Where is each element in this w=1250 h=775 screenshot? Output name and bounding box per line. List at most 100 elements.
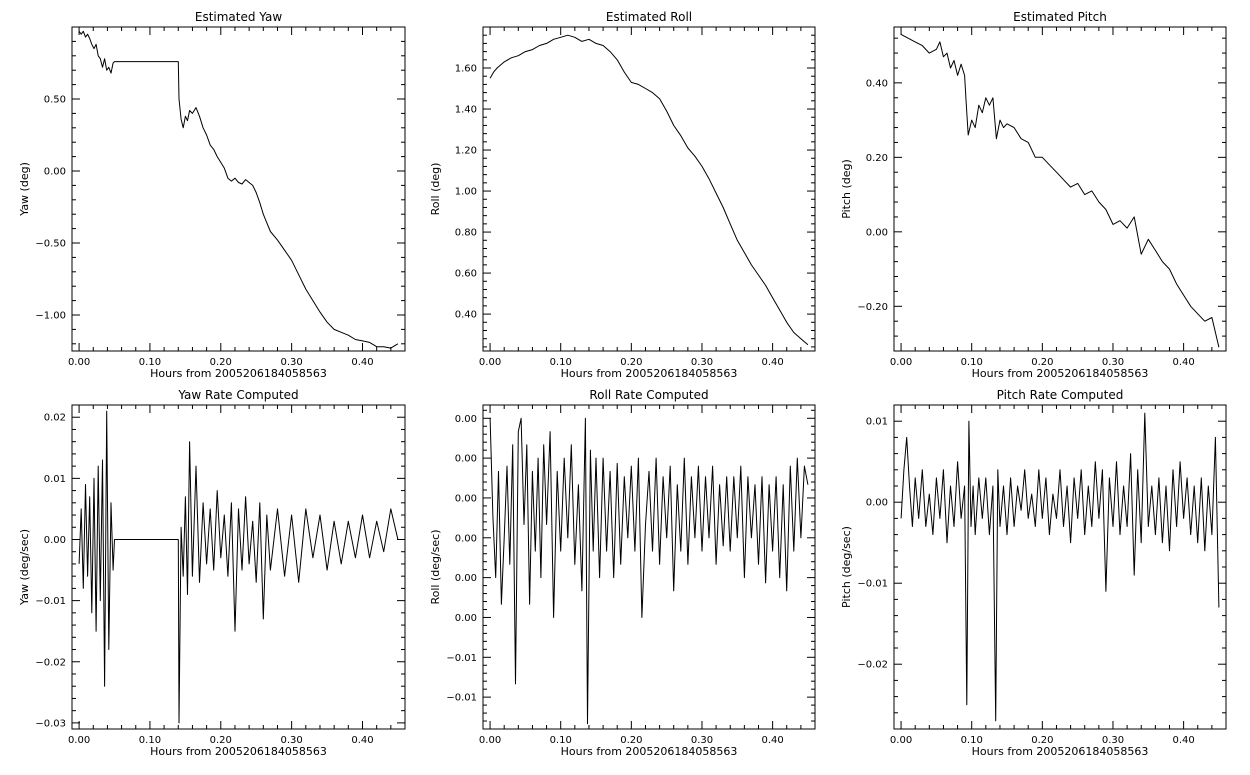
chart-title: Estimated Yaw [195,10,282,24]
y-tick-label: 0.40 [455,310,477,321]
x-tick-label: 0.10 [550,735,572,746]
x-tick-label: 0.40 [1172,357,1194,368]
x-axis-label: Hours from 2005206184058563 [972,745,1149,758]
x-axis-label: Hours from 2005206184058563 [561,367,738,380]
x-axis-label: Hours from 2005206184058563 [561,745,738,758]
x-tick-label: 0.20 [620,735,642,746]
x-tick-label: 0.30 [1102,357,1124,368]
x-tick-label: 0.00 [890,735,912,746]
x-tick-label: 0.00 [479,735,501,746]
series-line-pitch [900,33,1220,348]
y-tick-label: −0.01 [446,693,477,704]
y-tick-label: 0.00 [44,535,66,546]
y-tick-label: 0.00 [455,454,477,465]
plot-frame [482,26,816,352]
plot-frame [893,26,1227,352]
y-tick-label: 0.80 [455,228,477,239]
x-tick-label: 0.20 [210,735,232,746]
x-tick-label: 0.00 [68,735,90,746]
y-tick-label: 0.00 [455,533,477,544]
y-tick-label: −0.02 [35,657,66,668]
y-tick-label: 1.40 [455,105,477,116]
y-tick-label: 1.00 [455,187,477,198]
plot-frame [71,404,406,730]
y-axis-label: Yaw (deg/sec) [18,529,31,606]
y-axis-label: Pitch (deg) [840,159,853,219]
y-tick-label: 0.40 [866,78,888,89]
y-tick-label: 0.02 [44,413,66,424]
plot-frame [482,404,816,730]
y-tick-label: −0.01 [857,579,888,590]
x-tick-label: 0.40 [1172,735,1194,746]
x-tick-label: 0.20 [210,357,232,368]
chart-title: Estimated Pitch [1013,10,1107,24]
x-tick-label: 0.10 [139,357,161,368]
x-tick-label: 0.40 [351,357,373,368]
series-line-roll-rate [489,417,809,725]
x-tick-label: 0.30 [281,735,303,746]
x-tick-label: 0.20 [620,357,642,368]
y-axis-label: Roll (deg) [429,163,442,216]
y-axis-label: Pitch (deg/sec) [840,526,853,608]
plot-frame [893,404,1227,730]
x-tick-label: 0.30 [1102,735,1124,746]
x-tick-label: 0.20 [1031,735,1053,746]
y-tick-label: 0.00 [455,613,477,624]
series-line-pitch-rate [900,412,1220,722]
chart-title: Pitch Rate Computed [997,388,1124,402]
chart-title: Yaw Rate Computed [177,388,298,402]
y-tick-label: −0.01 [446,653,477,664]
y-tick-label: −0.01 [35,596,66,607]
x-tick-label: 0.40 [761,735,783,746]
y-tick-label: −0.02 [857,660,888,671]
y-tick-label: −0.03 [35,718,66,729]
chart-yaw-rate: Yaw Rate Computed Hours from 200520618405… [18,388,406,758]
chart-pitch: Estimated Pitch Hours from 20052061840585… [840,10,1227,380]
y-tick-label: 0.20 [866,153,888,164]
series-line-yaw [78,30,399,349]
x-tick-label: 0.10 [961,357,983,368]
y-tick-label: 0.01 [44,474,66,485]
x-tick-label: 0.40 [351,735,373,746]
x-tick-label: 0.00 [68,357,90,368]
y-tick-label: 0.00 [455,493,477,504]
x-tick-label: 0.10 [139,735,161,746]
y-tick-label: 0.60 [455,269,477,280]
x-tick-label: 0.30 [691,735,713,746]
y-tick-label: −0.50 [35,239,66,250]
y-tick-label: 0.00 [44,167,66,178]
x-tick-label: 0.40 [761,357,783,368]
chart-roll-rate: Roll Rate Computed Hours from 20052061840… [429,388,816,758]
plot-frame [71,26,406,352]
y-axis-label: Roll (deg/sec) [429,529,442,604]
y-tick-label: −0.20 [857,302,888,313]
x-tick-label: 0.10 [550,357,572,368]
y-axis-label: Yaw (deg) [18,162,31,217]
x-tick-label: 0.00 [890,357,912,368]
y-tick-label: 0.00 [455,573,477,584]
x-axis-label: Hours from 2005206184058563 [150,367,327,380]
y-tick-label: 0.00 [455,414,477,425]
series-line-yaw-rate [78,410,399,724]
chart-roll: Estimated Roll Hours from 200520618405856… [429,10,816,380]
y-tick-label: 0.00 [866,498,888,509]
x-axis-label: Hours from 2005206184058563 [972,367,1149,380]
y-tick-label: −1.00 [35,311,66,322]
x-axis-label: Hours from 2005206184058563 [150,745,327,758]
series-line-roll [489,34,809,346]
y-tick-label: 1.60 [455,64,477,75]
y-tick-label: 0.50 [44,95,66,106]
x-tick-label: 0.20 [1031,357,1053,368]
x-tick-label: 0.30 [691,357,713,368]
chart-title: Roll Rate Computed [589,388,708,402]
x-tick-label: 0.00 [479,357,501,368]
y-tick-label: 0.01 [866,417,888,428]
chart-yaw: Estimated Yaw Hours from 2005206184058563… [18,10,406,380]
y-tick-label: 1.20 [455,146,477,157]
chart-title: Estimated Roll [606,10,692,24]
y-tick-label: 0.00 [866,227,888,238]
x-tick-label: 0.30 [281,357,303,368]
chart-pitch-rate: Pitch Rate Computed Hours from 2005206184… [840,388,1227,758]
x-tick-label: 0.10 [961,735,983,746]
